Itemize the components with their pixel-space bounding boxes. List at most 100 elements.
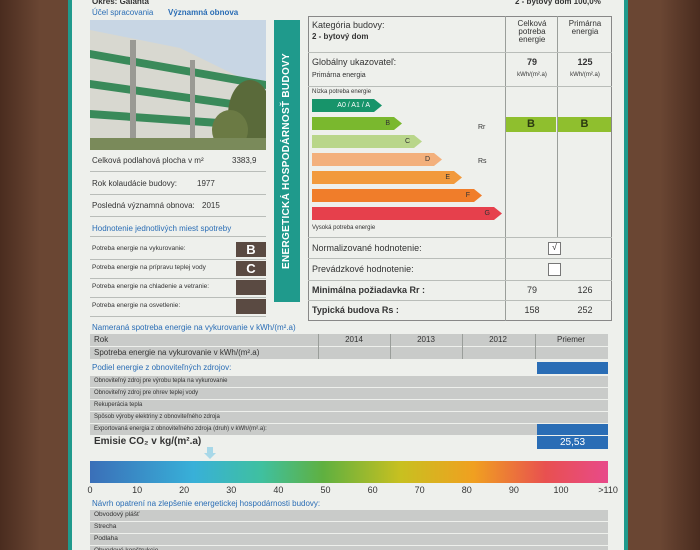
rule bbox=[462, 334, 463, 359]
unit: kWh/(m².a) bbox=[517, 72, 547, 78]
scale-gradient bbox=[90, 461, 608, 483]
measured-row: Spotreba energie na vykurovanie v kWh/(m… bbox=[94, 348, 260, 357]
scale-label: 40 bbox=[273, 485, 284, 495]
vertical-band bbox=[274, 20, 300, 302]
global-total: 79 bbox=[526, 57, 537, 67]
typical-label: Typická budova Rs : bbox=[312, 305, 399, 315]
grade bbox=[236, 299, 266, 314]
min-primary: 126 bbox=[577, 285, 593, 295]
consumption-title: Hodnotenie jednotlivých miest spotreby bbox=[92, 224, 232, 233]
global-label: Globálny ukazovateľ: bbox=[312, 57, 397, 67]
renewables-row: Rekuperácia tepla bbox=[94, 402, 143, 408]
rule bbox=[308, 258, 612, 259]
rule bbox=[90, 297, 266, 298]
photo bbox=[90, 20, 272, 150]
col-primary: Primárna energia bbox=[568, 19, 602, 36]
total-class: B bbox=[506, 117, 556, 132]
measured-title: Nameraná spotreba energie na vykurovanie… bbox=[92, 323, 296, 332]
renewables-row: Obnoviteľný zdroj pre ohrev teplej vody bbox=[94, 390, 199, 396]
year: 2012 bbox=[489, 335, 507, 344]
building-value: 3383,9 bbox=[232, 156, 257, 165]
row-band bbox=[90, 534, 608, 545]
col-total: Celková potreba energie bbox=[517, 19, 547, 44]
check-box: √ bbox=[548, 242, 561, 255]
row-band bbox=[90, 334, 608, 346]
rule bbox=[318, 334, 319, 359]
scale-label: 0 bbox=[87, 485, 93, 495]
year-label: Rok bbox=[94, 335, 109, 344]
energy-class-bar: A0 / A1 / A bbox=[312, 99, 382, 112]
measures-row: Strecha bbox=[94, 523, 117, 530]
district: Okres: Galanta bbox=[92, 0, 149, 6]
building-label: Posledná významná obnova: bbox=[92, 201, 195, 210]
energy-class-bar: D bbox=[312, 153, 442, 166]
energy-class-bar: B bbox=[312, 117, 402, 130]
building-label: Rok kolaudácie budovy: bbox=[92, 179, 177, 188]
vertical-title: ENERGETICKÁ HOSPODÁRNOSŤ BUDOVY bbox=[281, 53, 292, 269]
category-label: Kategória budovy: bbox=[312, 20, 385, 30]
rule bbox=[90, 316, 266, 317]
row-band bbox=[90, 424, 608, 435]
certificate: Okres: Galanta 2 - bytový dom 100,0% Účel … bbox=[68, 0, 628, 550]
row-band bbox=[90, 510, 608, 521]
grade: B bbox=[236, 242, 266, 257]
measures-row: Obvodový plášť bbox=[94, 511, 140, 518]
purpose-value: Významná obnova bbox=[168, 8, 239, 17]
primary-class: B bbox=[558, 117, 611, 132]
min-total: 79 bbox=[526, 285, 537, 295]
emissions-value: 25,53 bbox=[537, 436, 608, 449]
rule bbox=[308, 300, 612, 301]
purpose-label: Účel spracovania bbox=[92, 8, 154, 17]
typical-primary: 252 bbox=[577, 305, 593, 315]
rule bbox=[505, 16, 506, 321]
consumption-label: Potreba energie na osvetlenie: bbox=[92, 302, 181, 309]
rs-marker: Rs bbox=[478, 158, 487, 165]
renewables-row: Obnoviteľný zdroj pre výrobu tepla na vy… bbox=[94, 378, 228, 384]
rule bbox=[90, 259, 266, 260]
year: 2013 bbox=[417, 335, 435, 344]
rule bbox=[90, 194, 266, 195]
renewables-row: Spôsob výroby elektriny z obnoviteľného … bbox=[94, 414, 220, 420]
unit: kWh/(m².a) bbox=[570, 72, 600, 78]
building-label: Celková podlahová plocha v m² bbox=[92, 156, 204, 165]
measures-row: Podlaha bbox=[94, 535, 118, 542]
rule bbox=[90, 171, 266, 172]
rule bbox=[308, 237, 612, 238]
global-sub: Primárna energia bbox=[312, 72, 366, 79]
row-band bbox=[90, 522, 608, 533]
rule bbox=[90, 278, 266, 279]
energy-class-bar: G bbox=[312, 207, 502, 220]
rule bbox=[90, 216, 266, 217]
measures-row: Obvodové konštrukcie bbox=[94, 547, 158, 550]
normalized-label: Normalizované hodnotenie: bbox=[312, 243, 422, 253]
renewables-row: Exportovaná energia z obnoviteľného zdro… bbox=[94, 426, 267, 432]
scale-label: 20 bbox=[179, 485, 190, 495]
category-cut: 2 - bytový dom 100,0% bbox=[515, 0, 601, 6]
row-band bbox=[90, 388, 608, 399]
rule bbox=[308, 86, 612, 87]
row-band bbox=[90, 400, 608, 411]
consumption-label: Potreba energie na prípravu teplej vody bbox=[92, 264, 206, 271]
grade: C bbox=[236, 261, 266, 276]
energy-class-bar: F bbox=[312, 189, 482, 202]
scale-label: 80 bbox=[461, 485, 472, 495]
scale-label: 10 bbox=[132, 485, 143, 495]
rating-frame bbox=[308, 16, 612, 321]
check-box bbox=[548, 263, 561, 276]
min-label: Minimálna požiadavka Rr : bbox=[312, 285, 426, 295]
scale-label: 30 bbox=[226, 485, 237, 495]
measures-title: Návrh opatrení na zlepšenie energetickej… bbox=[92, 499, 321, 508]
scale-label: 100 bbox=[553, 485, 569, 495]
energy-class-bar: E bbox=[312, 171, 462, 184]
global-primary: 125 bbox=[577, 57, 593, 67]
scale-label: 70 bbox=[414, 485, 425, 495]
scale-label: >110 bbox=[598, 485, 618, 495]
row-band bbox=[90, 347, 608, 359]
rule bbox=[308, 280, 612, 281]
scale-label: 50 bbox=[320, 485, 331, 495]
energy-class-bar: C bbox=[312, 135, 422, 148]
high-label: Vysoká potreba energie bbox=[312, 225, 376, 231]
rule bbox=[557, 16, 558, 238]
emissions-label: Emisie CO₂ v kg/(m².a) bbox=[94, 436, 202, 447]
